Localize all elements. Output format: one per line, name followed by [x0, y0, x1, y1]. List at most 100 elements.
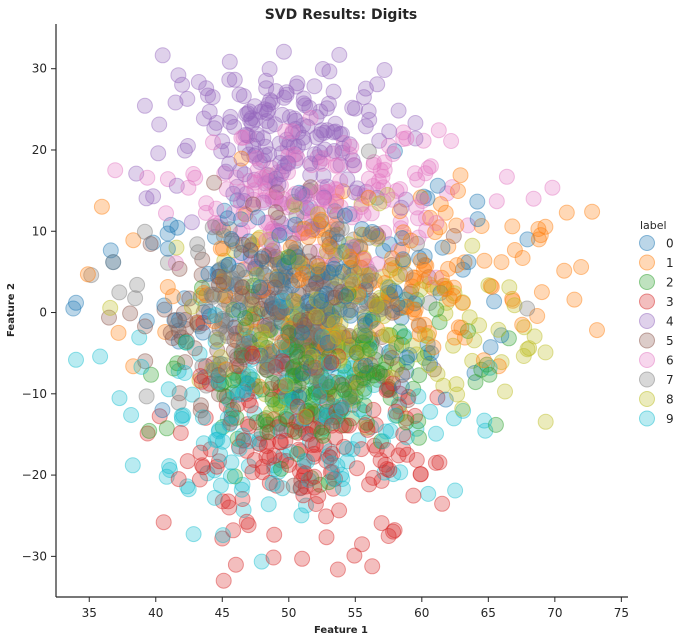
point-label-9 — [390, 396, 407, 413]
point-label-8 — [471, 317, 488, 334]
point-label-8 — [321, 318, 338, 334]
point-label-5 — [211, 386, 227, 403]
point-label-3 — [366, 437, 383, 454]
point-label-7 — [357, 350, 374, 367]
point-label-1 — [506, 242, 523, 258]
point-label-9 — [229, 370, 246, 387]
point-label-4 — [237, 139, 254, 156]
point-label-4 — [344, 152, 361, 169]
point-label-4 — [236, 193, 253, 209]
point-label-4 — [240, 146, 257, 163]
point-label-7 — [215, 276, 232, 293]
point-label-5 — [324, 289, 341, 306]
point-label-0 — [265, 300, 282, 317]
point-label-5 — [321, 236, 338, 253]
point-label-9 — [234, 432, 251, 449]
point-label-6 — [498, 168, 515, 185]
point-label-7 — [359, 293, 376, 310]
point-label-5 — [101, 309, 117, 326]
point-label-9 — [250, 435, 267, 452]
point-label-4 — [316, 124, 333, 141]
point-label-0 — [393, 309, 410, 326]
point-label-4 — [346, 157, 363, 174]
point-label-7 — [222, 271, 239, 288]
point-label-6 — [261, 187, 278, 204]
point-label-6 — [406, 165, 423, 182]
point-label-6 — [235, 129, 252, 146]
point-label-1 — [261, 345, 278, 362]
point-label-6 — [289, 150, 306, 166]
point-label-9 — [345, 356, 362, 372]
point-label-2 — [371, 296, 387, 313]
point-label-2 — [369, 371, 386, 388]
point-label-5 — [175, 305, 192, 322]
point-label-1 — [317, 337, 334, 354]
point-label-4 — [331, 46, 348, 63]
point-label-1 — [315, 318, 332, 335]
point-label-1 — [452, 167, 469, 184]
point-label-3 — [379, 461, 395, 477]
point-label-7 — [230, 293, 247, 310]
point-label-5 — [256, 248, 272, 265]
point-label-5 — [192, 402, 209, 419]
point-label-6 — [314, 150, 331, 167]
point-label-4 — [296, 134, 313, 151]
point-label-6 — [372, 162, 389, 179]
point-label-6 — [375, 193, 392, 210]
point-label-6 — [233, 248, 250, 265]
point-label-7 — [316, 307, 333, 324]
point-label-0 — [482, 339, 499, 356]
point-label-1 — [416, 272, 433, 289]
point-label-4 — [271, 135, 288, 152]
point-label-7 — [360, 143, 377, 160]
point-label-7 — [312, 264, 329, 281]
point-label-4 — [407, 130, 424, 147]
point-label-6 — [228, 169, 245, 186]
point-label-8 — [262, 231, 279, 248]
y-tick-label: 30 — [32, 62, 47, 76]
point-label-2 — [335, 357, 352, 374]
point-label-6 — [280, 164, 296, 181]
point-label-8 — [355, 249, 372, 266]
point-label-6 — [285, 188, 302, 205]
point-label-5 — [224, 232, 241, 249]
point-label-2 — [361, 341, 378, 358]
point-label-4 — [347, 100, 363, 117]
point-label-7 — [221, 221, 238, 238]
point-label-0 — [423, 345, 440, 362]
point-label-0 — [323, 273, 340, 290]
point-label-8 — [331, 350, 348, 367]
point-label-4 — [308, 129, 325, 146]
point-label-5 — [362, 356, 379, 373]
point-label-9 — [408, 420, 425, 437]
point-label-7 — [215, 227, 232, 244]
point-label-0 — [286, 244, 303, 261]
point-label-8 — [349, 334, 366, 351]
point-label-6 — [280, 148, 297, 164]
point-label-2 — [408, 291, 425, 308]
point-label-4 — [281, 134, 298, 151]
point-label-8 — [324, 299, 341, 316]
point-label-3 — [295, 467, 312, 484]
point-label-9 — [235, 502, 252, 518]
point-label-3 — [297, 465, 313, 482]
point-label-6 — [371, 173, 387, 190]
point-label-6 — [225, 205, 242, 221]
legend-label-7: 7 — [666, 373, 674, 387]
point-label-9 — [398, 429, 415, 446]
point-label-9 — [240, 458, 257, 475]
point-label-4 — [333, 126, 350, 142]
point-label-9 — [231, 440, 248, 457]
point-label-9 — [238, 351, 255, 368]
point-label-7 — [269, 309, 286, 326]
point-label-3 — [329, 561, 346, 578]
point-label-0 — [166, 312, 183, 329]
point-label-9 — [318, 396, 335, 413]
point-label-7 — [204, 288, 221, 305]
point-label-9 — [210, 368, 227, 385]
point-label-3 — [192, 444, 209, 461]
legend-label-9: 9 — [666, 412, 674, 426]
point-label-5 — [286, 316, 303, 333]
point-label-1 — [483, 278, 500, 295]
point-label-6 — [322, 198, 339, 215]
